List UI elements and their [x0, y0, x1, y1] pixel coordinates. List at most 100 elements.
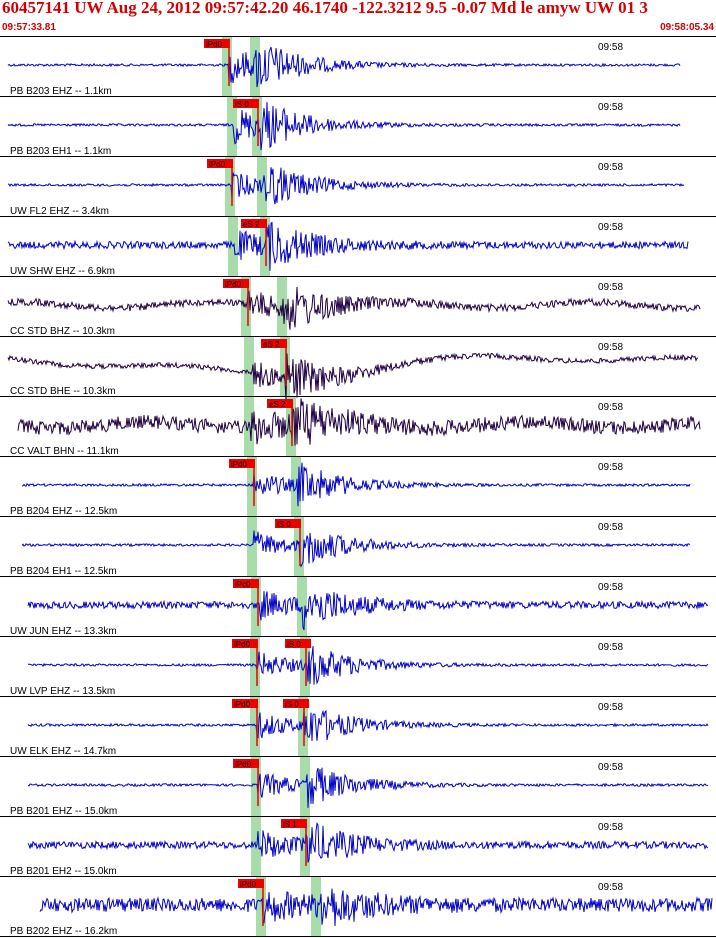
- start-time: 09:57:33.81: [2, 22, 56, 33]
- s-window-segment: [260, 216, 270, 276]
- pick-box[interactable]: [207, 159, 233, 168]
- p-window-segment: [251, 756, 261, 816]
- p-window-segment: [244, 336, 254, 396]
- pick-box[interactable]: [229, 459, 255, 468]
- pick-label: eS 2: [269, 400, 286, 409]
- pick-box[interactable]: [204, 39, 230, 48]
- pick-box[interactable]: [281, 819, 307, 828]
- p-window-segment: [222, 36, 232, 96]
- time-label: 09:58: [598, 222, 623, 233]
- time-label: 09:58: [598, 402, 623, 413]
- time-label: 09:58: [598, 162, 623, 173]
- time-label: 09:58: [598, 702, 623, 713]
- time-label: 09:58: [598, 882, 623, 893]
- waveform-trace: [17, 398, 701, 446]
- pick-label: iPc0: [235, 580, 251, 589]
- p-window-segment: [244, 396, 254, 456]
- pick-box[interactable]: [223, 279, 249, 288]
- pick-label: iS 0: [285, 700, 299, 709]
- station-label: UW FL2 EHZ -- 3.4km: [10, 206, 109, 217]
- waveform-trace: [7, 167, 685, 205]
- s-window-segment: [286, 396, 296, 456]
- pick-label: iPd0: [231, 460, 248, 469]
- pick-label: eS 2: [243, 220, 260, 229]
- station-label: PB B204 EH1 -- 12.5km: [10, 566, 117, 577]
- pick-box[interactable]: [232, 639, 258, 648]
- s-window-segment: [252, 96, 262, 156]
- station-label: PB B203 EHZ -- 1.1km: [10, 86, 112, 97]
- pick-label: iPd0: [235, 760, 252, 769]
- event-title: 60457141 UW Aug 24, 2012 09:57:42.20 46.…: [2, 0, 648, 17]
- s-window-segment: [277, 276, 287, 336]
- station-label: PB B201 EHZ -- 15.0km: [10, 806, 117, 817]
- pick-box[interactable]: [233, 99, 259, 108]
- plot-header: 60457141 UW Aug 24, 2012 09:57:42.20 46.…: [0, 0, 716, 36]
- pick-label: iS 1: [283, 820, 297, 829]
- waveform-trace: [7, 286, 701, 330]
- p-window-segment: [247, 456, 257, 516]
- p-window-segment: [225, 156, 235, 216]
- time-label: 09:58: [598, 822, 623, 833]
- s-window-segment: [300, 816, 310, 876]
- pick-label: iS 0: [287, 640, 301, 649]
- pick-box[interactable]: [232, 699, 258, 708]
- pick-box[interactable]: [275, 519, 301, 528]
- station-label: CC VALT BHN -- 11.1km: [10, 446, 119, 457]
- waveform-trace: [22, 462, 691, 507]
- p-window-segment: [256, 876, 266, 936]
- pick-label: eS 2: [263, 340, 280, 349]
- pick-label: iPd0: [209, 160, 226, 169]
- time-label: 09:58: [598, 102, 623, 113]
- station-label: UW SHW EHZ -- 6.9km: [10, 266, 115, 277]
- station-label: UW JUN EHZ -- 13.3km: [10, 626, 117, 637]
- time-label: 09:58: [598, 462, 623, 473]
- waveform-trace: [7, 46, 681, 88]
- pick-label: iPd0: [234, 640, 251, 649]
- time-label: 09:58: [598, 522, 623, 533]
- pick-box[interactable]: [233, 579, 259, 588]
- pick-box[interactable]: [233, 759, 259, 768]
- waveform-trace: [7, 102, 681, 151]
- pick-box[interactable]: [241, 219, 267, 228]
- pick-box[interactable]: [238, 879, 264, 888]
- p-window-segment: [247, 516, 257, 576]
- p-window-segment: [250, 636, 260, 696]
- p-window-segment: [227, 96, 237, 156]
- s-window-segment: [300, 756, 310, 816]
- s-window-segment: [311, 876, 321, 936]
- station-label: PB B203 EH1 -- 1.1km: [10, 146, 111, 157]
- time-label: 09:58: [598, 642, 623, 653]
- waveform-trace: [28, 646, 709, 685]
- time-label: 09:58: [598, 582, 623, 593]
- station-label: PB B201 EH2 -- 15.0km: [10, 866, 117, 877]
- pick-label: iPd0: [206, 40, 223, 49]
- pick-label: iPd0: [225, 280, 242, 289]
- waveform-trace: [27, 591, 709, 631]
- pick-box[interactable]: [285, 639, 311, 648]
- station-label: PB B204 EHZ -- 12.5km: [10, 506, 117, 517]
- pick-label: iS 0: [277, 520, 291, 529]
- pick-label: iPd0: [240, 880, 257, 889]
- pick-label: iS 0: [235, 100, 249, 109]
- station-label: UW LVP EHZ -- 13.5km: [10, 686, 115, 697]
- waveform-trace: [27, 708, 709, 742]
- time-label: 09:58: [598, 762, 623, 773]
- pick-box[interactable]: [267, 399, 293, 408]
- waveform-trace: [21, 530, 691, 568]
- s-window-segment: [280, 336, 290, 396]
- s-window-segment: [298, 696, 308, 756]
- end-time: 09:58:05.34: [660, 22, 714, 33]
- waveform-trace: [7, 221, 689, 271]
- waveform-trace: [7, 352, 698, 402]
- pick-label: iPd0: [234, 700, 251, 709]
- time-label: 09:58: [598, 282, 623, 293]
- pick-box[interactable]: [261, 339, 287, 348]
- time-label: 09:58: [598, 342, 623, 353]
- pick-box[interactable]: [283, 699, 309, 708]
- waveform-trace: [27, 822, 709, 863]
- s-window-segment: [250, 36, 260, 96]
- s-window-segment: [297, 576, 307, 636]
- station-label: UW ELK EHZ -- 14.7km: [10, 746, 116, 757]
- waveform-trace: [39, 888, 713, 927]
